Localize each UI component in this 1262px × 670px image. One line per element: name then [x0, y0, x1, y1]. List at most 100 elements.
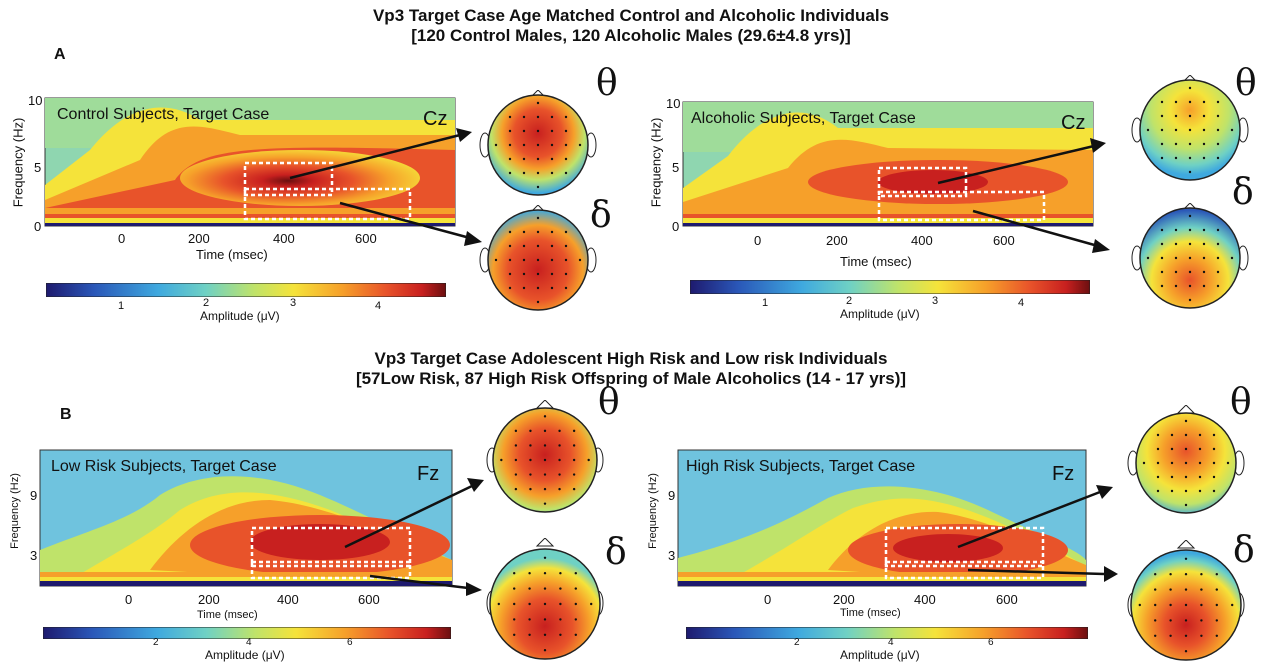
electrode-dot: [1184, 573, 1188, 576]
top-title-line-2: [120 Control Males, 120 Alcoholic Males …: [411, 26, 851, 45]
electrode-dot: [550, 115, 554, 119]
electrode-dot: [1215, 634, 1218, 637]
electrode-dot: [522, 129, 526, 133]
electrode-dot: [529, 444, 532, 447]
electrode-dot: [1216, 156, 1220, 160]
x-tick: 0: [754, 233, 762, 248]
x-axis-label: Time (msec): [197, 609, 258, 621]
electrode-dot: [1230, 256, 1234, 260]
electrode-dot: [536, 129, 540, 133]
y-tick: 0: [672, 219, 680, 234]
electrode-dot: [572, 487, 576, 491]
electrode-dot: [1188, 256, 1192, 260]
electrode-dot: [1188, 228, 1192, 232]
cbar-tick: 1: [118, 300, 125, 312]
headmap-theta-alcoholic: [1131, 75, 1249, 181]
electrode-dot: [513, 587, 516, 590]
electrode-dot: [1202, 284, 1206, 288]
x-tick: 200: [198, 592, 220, 607]
electrode-dot: [543, 602, 547, 606]
electrode-dot: [543, 587, 547, 590]
electrode-dot: [528, 602, 531, 606]
x-tick: 0: [125, 592, 133, 607]
electrode-dot: [529, 458, 532, 462]
electrode-dot: [494, 258, 498, 262]
x-tick: 400: [273, 231, 295, 246]
tf-plot-high-risk: [677, 449, 1118, 587]
electrode-dot: [536, 300, 540, 304]
electrode-dot: [1215, 619, 1218, 622]
electrode-dot: [574, 587, 577, 590]
electrode-dot: [522, 157, 526, 161]
delta-label: δ: [605, 532, 627, 573]
panel-a-right: Alcoholic Subjects, Target Case Cz 10 5 …: [638, 63, 1262, 340]
electrode-dot: [1160, 242, 1164, 246]
electrode-dot: [1200, 634, 1203, 637]
electrode-dot: [1216, 284, 1220, 288]
colorbar: [46, 283, 446, 297]
electrode-dot: [536, 143, 540, 147]
electrode-dot: [1188, 156, 1192, 160]
electrode-dot: [543, 444, 547, 447]
electrode-dot: [558, 444, 561, 447]
electrode-dot: [558, 458, 561, 462]
electrode-dot: [1156, 475, 1160, 479]
electrode-dot: [529, 487, 532, 491]
electrode-dot: [1174, 156, 1178, 160]
electrode-dot: [1202, 142, 1206, 146]
electrode-dot: [1198, 447, 1202, 451]
electrode-dot: [1170, 461, 1174, 465]
electrode-dot: [1154, 573, 1157, 576]
electrode-dot: [536, 230, 540, 234]
headmap-delta-high-risk: [1127, 540, 1245, 661]
electrode-dot: [494, 143, 498, 147]
y-tick: 5: [672, 160, 680, 175]
electrode-dot: [1200, 588, 1203, 591]
y-tick: 10: [666, 96, 681, 111]
electrode-dot: [1200, 619, 1203, 622]
electrode-dot: [564, 129, 568, 133]
electrode-dot: [508, 115, 512, 119]
electrode-dot: [1184, 475, 1188, 479]
electrode-dot: [1202, 228, 1206, 232]
electrode-dot: [1188, 100, 1192, 104]
electrode-dot: [1202, 100, 1206, 104]
electrode-dot: [1215, 603, 1218, 607]
electrode-dot: [1156, 489, 1160, 493]
electrode-dot: [550, 171, 554, 175]
electrode-dot: [1160, 100, 1164, 104]
bottom-title-line-2: [57Low Risk, 87 High Risk Offspring of M…: [355, 369, 907, 388]
electrode-dot: [1188, 284, 1192, 288]
electrode-dot: [536, 286, 540, 290]
electrode-dot: [1184, 489, 1188, 493]
electrode-dot: [528, 572, 531, 575]
electrode-dot: [1198, 461, 1202, 465]
cbar-tick: 4: [1018, 297, 1025, 309]
electrode-dot: [1188, 170, 1192, 174]
electrode-dot: [574, 602, 577, 606]
electrode-dot: [558, 487, 561, 491]
electrode-dot: [543, 502, 547, 505]
x-tick: 600: [996, 592, 1018, 607]
x-tick: 600: [993, 233, 1015, 248]
cbar-label: Amplitude (μV): [840, 307, 920, 321]
electrode-dot: [543, 458, 547, 462]
electrode-dot: [1212, 475, 1216, 479]
x-tick: 400: [911, 233, 933, 248]
electrode-dot: [1188, 270, 1192, 274]
cbar-label: Amplitude (μV): [205, 648, 285, 662]
electrode-dot: [1160, 256, 1164, 260]
electrode-dot: [1202, 156, 1206, 160]
electrode-dot: [529, 473, 532, 476]
colorbar: [43, 627, 451, 639]
electrode-dot: [550, 129, 554, 133]
electrode-dot: [536, 171, 540, 175]
electrode-dot: [1188, 298, 1192, 302]
electrode-dot: [1202, 128, 1206, 132]
electrode-dot: [536, 244, 540, 248]
electrode-label: Cz: [1061, 112, 1086, 134]
electrode-dot: [1160, 270, 1164, 274]
electrode-dot: [1188, 114, 1192, 118]
electrode-dot: [572, 444, 576, 447]
electrode-dot: [564, 272, 568, 276]
